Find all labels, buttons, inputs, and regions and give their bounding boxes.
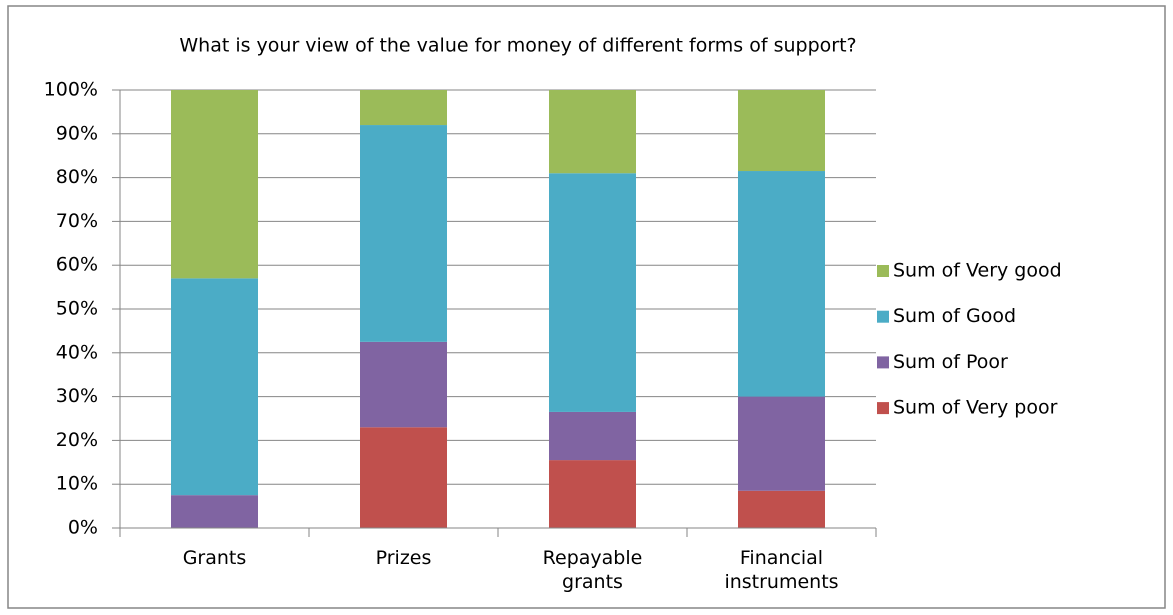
bar-segment xyxy=(549,460,636,528)
bar-segment xyxy=(738,396,825,491)
x-tick-label: Grants xyxy=(182,547,247,569)
bar-segment xyxy=(549,173,636,412)
legend-label: Sum of Good xyxy=(893,305,1016,327)
bar-segment xyxy=(738,171,825,397)
y-tick-label: 0% xyxy=(68,517,98,539)
y-tick-label: 90% xyxy=(56,122,98,144)
bar-segment xyxy=(171,495,258,528)
legend-swatch xyxy=(877,402,889,415)
bar-segment xyxy=(171,278,258,496)
bar-segment xyxy=(549,90,636,174)
y-tick-label: 70% xyxy=(56,210,98,232)
y-tick-label: 50% xyxy=(56,298,98,320)
x-tick-label: Repayable grants xyxy=(542,547,643,593)
x-tick-label: Financial instruments xyxy=(724,547,839,593)
legend-label: Sum of Very good xyxy=(893,260,1062,282)
y-tick-label: 10% xyxy=(56,473,98,495)
bar-segment xyxy=(738,90,825,172)
bar-segment xyxy=(738,490,825,528)
y-tick-label: 20% xyxy=(56,429,98,451)
bar-segment xyxy=(171,90,258,279)
bar-segment xyxy=(360,341,447,428)
x-tick-label: Prizes xyxy=(375,547,432,569)
chart-title: What is your view of the value for money… xyxy=(179,35,856,57)
bar-segment xyxy=(360,427,447,528)
y-tick-label: 100% xyxy=(44,79,98,101)
bar-segment xyxy=(549,411,636,461)
y-tick-label: 30% xyxy=(56,385,98,407)
bar-segment xyxy=(360,90,447,126)
legend-swatch xyxy=(877,310,889,323)
y-tick-label: 60% xyxy=(56,254,98,276)
legend-label: Sum of Poor xyxy=(893,351,1008,373)
legend-swatch xyxy=(877,356,889,369)
legend-label: Sum of Very poor xyxy=(893,397,1058,419)
y-tick-label: 80% xyxy=(56,166,98,188)
y-tick-label: 40% xyxy=(56,341,98,363)
bar-segment xyxy=(360,125,447,342)
legend-swatch xyxy=(877,265,889,277)
